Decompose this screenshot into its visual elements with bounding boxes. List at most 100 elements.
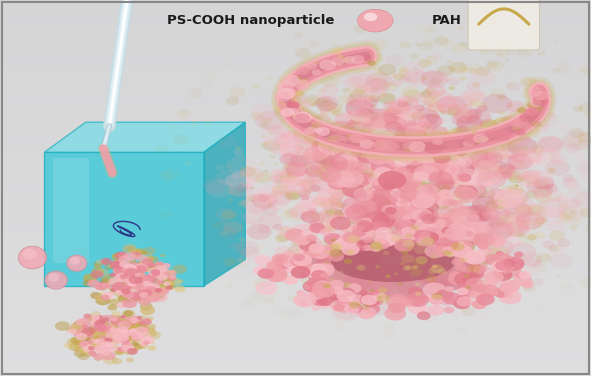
Circle shape (333, 304, 345, 311)
Bar (0, 259, 591, 261)
Circle shape (298, 107, 306, 112)
Circle shape (121, 341, 133, 349)
Circle shape (380, 284, 394, 293)
Bar (0, 278, 591, 280)
Circle shape (405, 258, 415, 265)
Circle shape (378, 212, 401, 226)
Circle shape (359, 237, 371, 244)
Circle shape (584, 109, 591, 121)
Circle shape (303, 247, 320, 258)
Circle shape (322, 244, 340, 255)
Circle shape (444, 194, 462, 205)
Bar (0, 90, 591, 92)
Circle shape (428, 55, 433, 58)
Circle shape (358, 164, 378, 177)
Circle shape (428, 171, 453, 186)
Circle shape (527, 86, 543, 96)
Circle shape (324, 288, 337, 296)
Circle shape (519, 252, 542, 267)
Circle shape (120, 274, 128, 279)
Circle shape (512, 125, 521, 130)
Bar (0, 254, 591, 256)
Circle shape (72, 324, 86, 334)
Circle shape (326, 148, 353, 165)
Circle shape (414, 105, 425, 111)
Circle shape (403, 266, 411, 271)
Circle shape (363, 237, 374, 244)
Circle shape (334, 135, 358, 150)
Circle shape (407, 293, 426, 305)
Circle shape (350, 113, 368, 124)
Circle shape (300, 253, 310, 259)
Bar (0, 316, 591, 318)
Circle shape (317, 296, 334, 306)
Circle shape (282, 75, 300, 86)
Circle shape (122, 309, 136, 318)
Circle shape (443, 246, 456, 255)
Circle shape (399, 274, 409, 280)
Circle shape (341, 57, 350, 63)
Circle shape (394, 133, 402, 138)
Circle shape (136, 255, 148, 262)
Circle shape (467, 256, 477, 262)
Circle shape (313, 61, 319, 65)
Circle shape (226, 156, 257, 175)
Circle shape (382, 159, 391, 164)
Circle shape (296, 290, 304, 296)
Circle shape (464, 274, 469, 277)
Circle shape (477, 164, 493, 174)
Circle shape (395, 175, 421, 191)
Circle shape (503, 154, 509, 158)
Circle shape (394, 272, 398, 275)
Circle shape (343, 192, 352, 197)
Circle shape (482, 208, 499, 219)
Circle shape (376, 294, 391, 303)
Circle shape (328, 197, 342, 206)
Circle shape (163, 283, 175, 290)
Circle shape (464, 253, 488, 269)
Circle shape (362, 220, 378, 230)
Circle shape (112, 339, 122, 346)
Circle shape (356, 249, 374, 260)
Circle shape (470, 156, 476, 160)
Circle shape (359, 128, 365, 132)
Circle shape (288, 244, 306, 256)
Circle shape (402, 247, 411, 253)
Circle shape (514, 252, 524, 258)
Circle shape (277, 88, 296, 100)
Circle shape (456, 115, 483, 132)
Circle shape (512, 145, 530, 156)
Circle shape (381, 82, 398, 92)
Circle shape (375, 249, 395, 261)
Circle shape (556, 196, 567, 203)
Circle shape (386, 120, 397, 128)
Circle shape (391, 282, 397, 287)
Circle shape (428, 151, 446, 162)
Circle shape (456, 288, 469, 296)
Bar (0, 141, 591, 143)
Circle shape (121, 288, 135, 298)
Circle shape (418, 212, 432, 221)
Circle shape (424, 186, 433, 193)
Circle shape (412, 194, 431, 206)
Circle shape (499, 280, 520, 294)
Circle shape (491, 298, 499, 303)
Circle shape (533, 217, 545, 225)
Circle shape (410, 224, 420, 231)
Circle shape (290, 254, 312, 268)
Circle shape (94, 324, 107, 332)
Circle shape (464, 205, 492, 223)
Bar (0, 291, 591, 293)
Circle shape (518, 48, 533, 57)
Circle shape (314, 276, 319, 280)
Circle shape (142, 262, 158, 272)
Circle shape (144, 286, 150, 289)
Circle shape (488, 218, 505, 230)
Circle shape (405, 252, 420, 261)
Bar (0, 28, 591, 30)
Circle shape (303, 248, 311, 253)
Circle shape (397, 134, 421, 150)
Circle shape (533, 91, 548, 100)
Circle shape (372, 240, 397, 256)
Circle shape (382, 182, 396, 191)
